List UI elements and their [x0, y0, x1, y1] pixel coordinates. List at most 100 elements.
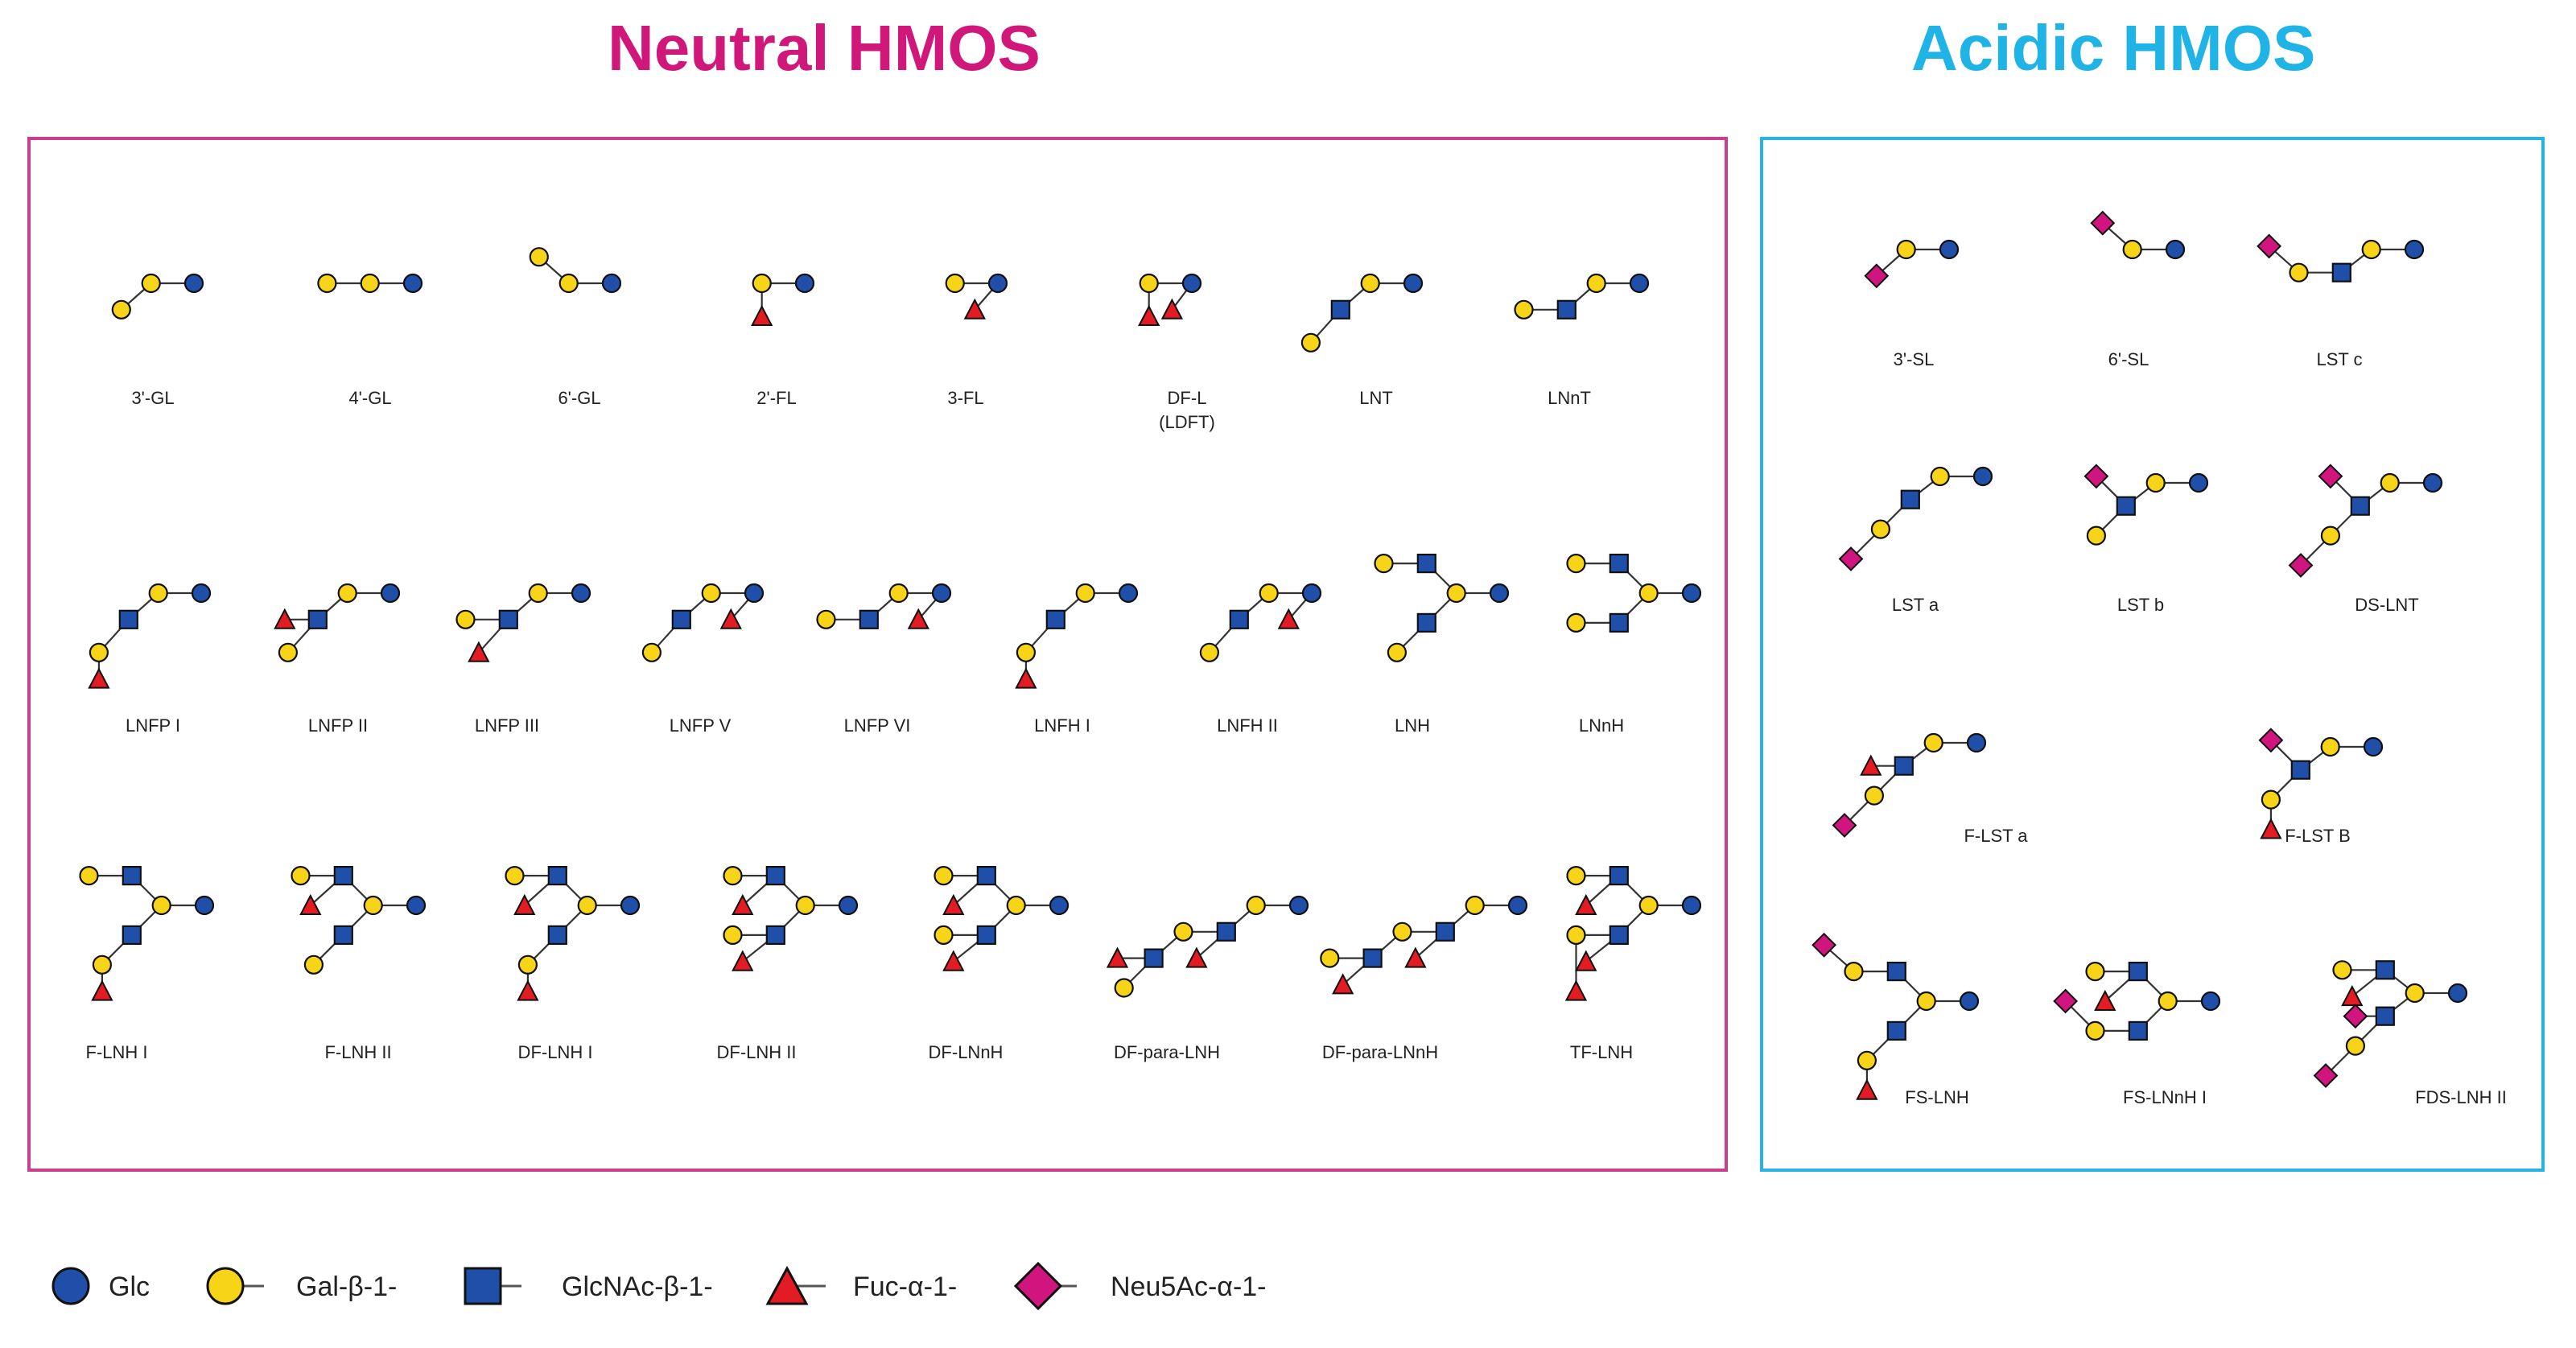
label-f-lnh-ii: F-LNH II: [324, 1042, 392, 1062]
gal-circle-icon: [455, 609, 476, 629]
legend-label-fuc: Fuc-α-1-: [853, 1272, 958, 1302]
gal-circle-icon: [1857, 1050, 1877, 1070]
legend-square-blue-icon: [464, 1267, 521, 1305]
glycan-f-lst-b: [2258, 728, 2384, 839]
glycan-lnh: [1374, 553, 1510, 662]
label-f-lst-a: F-LST a: [1964, 826, 2028, 846]
acidic-hmos-panel: [1760, 137, 2545, 1172]
gal-circle-icon: [303, 954, 324, 975]
gal-circle-icon: [1173, 921, 1193, 942]
label-lnfp-vi: LNFP VI: [843, 715, 911, 736]
glycan-tf-lnh: [1564, 865, 1702, 1001]
glcnac-square-icon: [1362, 948, 1383, 968]
gal-circle-icon: [752, 273, 772, 294]
glc-circle-icon: [1301, 583, 1322, 604]
glycan-f-lnh-ii: [291, 865, 427, 975]
glycan-3-gl: [111, 273, 204, 319]
glcnac-square-icon: [547, 865, 567, 886]
fuc-triangle-icon: [1185, 946, 1208, 968]
glycan-lnfp-iii: [455, 583, 591, 662]
glc-circle-icon: [2200, 991, 2221, 1012]
glc-circle-icon: [1507, 895, 1528, 916]
label-fs-lnh: FS-LNH: [1905, 1087, 1969, 1107]
label-lnnt: LNnT: [1548, 388, 1591, 408]
label-df-lnh-i: DF-LNH I: [517, 1042, 593, 1062]
gal-circle-icon: [2320, 526, 2340, 546]
gal-circle-icon: [505, 865, 525, 886]
fuc-triangle-icon: [1106, 946, 1129, 968]
gal-circle-icon: [2289, 262, 2309, 282]
neu5ac-diamond-icon: [2343, 1004, 2368, 1029]
glycan-f-lnh-i: [79, 865, 215, 1001]
gal-circle-icon: [291, 865, 311, 886]
gal-circle-icon: [141, 273, 161, 294]
label-fds-lnh-ii: FDS-LNH II: [2415, 1087, 2507, 1107]
glc-circle-icon: [987, 273, 1008, 294]
gal-circle-icon: [2085, 961, 2105, 982]
neu5ac-diamond-icon: [1832, 813, 1857, 838]
fuc-triangle-icon: [2094, 989, 2116, 1011]
glycan-6-gl: [529, 247, 622, 294]
label-lnt: LNT: [1359, 388, 1393, 408]
neu5ac-diamond-icon: [2053, 988, 2079, 1014]
glcnac-square-icon: [859, 609, 879, 629]
neu5ac-diamond-icon: [1838, 546, 1864, 571]
fuc-triangle-icon: [942, 893, 965, 915]
fuc-triangle-icon: [751, 304, 773, 326]
gal-circle-icon: [934, 865, 954, 886]
fuc-triangle-icon: [1160, 298, 1184, 319]
legend-label-glc: Glc: [109, 1272, 150, 1302]
gal-circle-icon: [1246, 895, 1266, 916]
glcnac-square-icon: [976, 925, 996, 946]
glycan-df-para-lnnh: [1320, 895, 1528, 995]
glc-circle-icon: [1181, 273, 1202, 294]
glc-circle-icon: [1972, 466, 1993, 487]
gal-circle-icon: [2085, 1020, 2105, 1041]
fuc-triangle-icon: [91, 979, 113, 1001]
gal-circle-icon: [1638, 583, 1659, 604]
gal-circle-icon: [1566, 553, 1586, 574]
glc-circle-icon: [191, 583, 212, 604]
neu5ac-diamond-icon: [1864, 263, 1890, 289]
glc-circle-icon: [2165, 239, 2186, 260]
glycan-2-fl: [751, 273, 815, 326]
label-lnfp-i: LNFP I: [125, 715, 181, 736]
legend-diamond-magenta-icon: [1013, 1261, 1077, 1311]
glc-circle-icon: [183, 273, 204, 294]
label-lnfp-v: LNFP V: [669, 715, 732, 736]
label-lnfh-i: LNFH I: [1034, 715, 1090, 736]
legend-label-neu5ac: Neu5Ac-α-1-: [1111, 1272, 1267, 1302]
gal-circle-icon: [2320, 736, 2340, 757]
fuc-triangle-icon: [1564, 979, 1588, 1001]
glcnac-square-icon: [547, 925, 567, 946]
fuc-triangle-icon: [1860, 754, 1882, 776]
gal-circle-icon: [1930, 466, 1950, 487]
gal-circle-icon: [89, 642, 109, 662]
neu5ac-diamond-icon: [2288, 553, 2314, 578]
label-6-sl: 6'-SL: [2108, 349, 2149, 369]
gal-circle-icon: [1114, 978, 1134, 998]
fuc-triangle-icon: [1404, 946, 1427, 968]
gal-circle-icon: [1446, 583, 1466, 604]
gal-circle-icon: [337, 583, 357, 604]
gal-circle-icon: [2345, 1036, 2365, 1056]
gal-circle-icon: [1374, 553, 1394, 574]
legend-circle-blue-icon: [52, 1267, 90, 1305]
label-f-lnh-i: F-LNH I: [85, 1042, 148, 1062]
gal-circle-icon: [1360, 273, 1380, 294]
glycan-fs-lnnh-i: [2053, 961, 2221, 1041]
fuc-triangle-icon: [1575, 893, 1597, 915]
glycan-ds-lnt: [2288, 464, 2443, 578]
glycan-fs-lnh: [1811, 932, 1980, 1100]
legend-triangle-red-icon: [765, 1265, 826, 1305]
glc-circle-icon: [380, 583, 401, 604]
neu5ac-diamond-icon: [2258, 728, 2284, 753]
label-fs-lnnh-i: FS-LNnH I: [2123, 1087, 2207, 1107]
glcnac-square-icon: [1609, 865, 1629, 886]
glcnac-square-icon: [2331, 262, 2351, 282]
fuc-triangle-icon: [719, 608, 742, 629]
glc-circle-icon: [1966, 732, 1987, 753]
glc-circle-icon: [2188, 472, 2209, 493]
glycan-df-para-lnh: [1106, 895, 1309, 998]
gal-circle-icon: [888, 583, 909, 604]
